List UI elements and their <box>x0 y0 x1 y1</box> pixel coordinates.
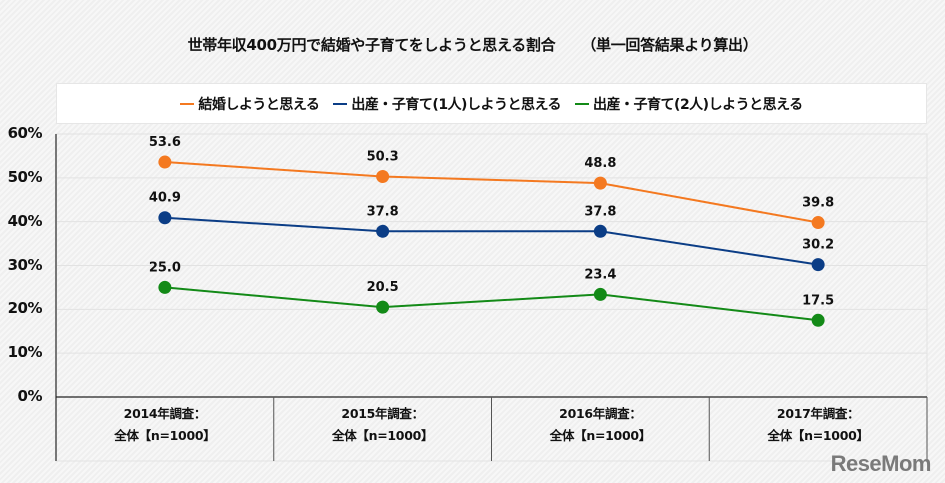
data-point <box>158 155 172 169</box>
legend-item-one-child: 出産・子育て(1人)しようと思える <box>333 94 562 114</box>
data-point <box>593 176 607 190</box>
data-point <box>158 211 172 225</box>
data-label: 40.9 <box>149 191 181 206</box>
data-label: 37.8 <box>367 204 399 219</box>
data-point <box>376 170 390 184</box>
data-label: 48.8 <box>584 156 616 171</box>
chart-subtitle: （単一回答結果より算出） <box>581 36 758 54</box>
category-label-survey: 2017年調査： <box>776 406 860 421</box>
data-label: 23.4 <box>584 267 616 282</box>
category-label-survey: 2015年調査： <box>341 406 424 421</box>
category-label-sample: 全体【n=1000】 <box>114 428 216 443</box>
data-label: 37.8 <box>584 204 616 219</box>
category-label: 2015年調査： 全体【n=1000】 <box>274 403 491 447</box>
data-label: 17.5 <box>802 293 834 308</box>
category-label-survey: 2016年調査： <box>559 406 642 421</box>
data-point <box>811 313 825 327</box>
legend-item-two-children: 出産・子育て(2人)しようと思える <box>575 94 803 114</box>
data-point <box>811 258 825 272</box>
y-tick-label-10: 10% <box>7 343 43 362</box>
data-label: 50.3 <box>367 150 399 165</box>
data-point <box>158 280 172 294</box>
y-tick-label-40: 40% <box>7 211 43 230</box>
data-label: 20.5 <box>367 280 399 295</box>
legend-label-marriage: 結婚しようと思える <box>198 96 320 113</box>
data-point <box>376 224 390 238</box>
category-label-sample: 全体【n=1000】 <box>332 428 434 443</box>
category-label-sample: 全体【n=1000】 <box>767 428 869 443</box>
y-tick-label-0: 0% <box>17 387 43 405</box>
y-tick-label-30: 30% <box>7 255 43 274</box>
data-label: 30.2 <box>802 238 834 253</box>
data-label: 39.8 <box>802 196 834 211</box>
legend-label-one-child: 出産・子育て(1人)しようと思える <box>351 96 562 113</box>
data-point <box>593 287 607 301</box>
legend: 結婚しようと思える 出産・子育て(1人)しようと思える 出産・子育て(2人)しよ… <box>56 83 927 124</box>
data-label: 25.0 <box>149 260 181 275</box>
data-point <box>593 224 607 238</box>
category-label: 2017年調査： 全体【n=1000】 <box>710 403 927 447</box>
legend-swatch-two-children <box>575 102 590 105</box>
watermark-logo: ReseMom <box>830 451 932 476</box>
category-label: 2016年調査： 全体【n=1000】 <box>492 403 709 447</box>
category-label: 2014年調査： 全体【n=1000】 <box>56 403 273 447</box>
series-line-0 <box>164 161 819 224</box>
data-point <box>376 300 390 314</box>
series-line-1 <box>164 216 819 266</box>
y-tick-label-50: 50% <box>7 167 43 186</box>
chart-title-main: 世帯年収400万円で結婚や子育てをしようと思える割合 <box>187 36 556 54</box>
data-label: 53.6 <box>149 135 181 150</box>
legend-item-marriage: 結婚しようと思える <box>180 94 320 114</box>
legend-swatch-one-child <box>333 102 348 105</box>
series-line-2 <box>164 286 819 322</box>
data-point <box>811 216 825 230</box>
legend-label-two-children: 出産・子育て(2人)しようと思える <box>593 96 803 113</box>
category-label-survey: 2014年調査： <box>123 406 207 421</box>
chart-title: 世帯年収400万円で結婚や子育てをしようと思える割合 （単一回答結果より算出） <box>0 34 945 55</box>
legend-swatch-marriage <box>180 102 195 105</box>
y-tick-label-20: 20% <box>7 299 43 318</box>
y-tick-label-60: 60% <box>7 124 43 142</box>
category-label-sample: 全体【n=1000】 <box>549 428 651 443</box>
